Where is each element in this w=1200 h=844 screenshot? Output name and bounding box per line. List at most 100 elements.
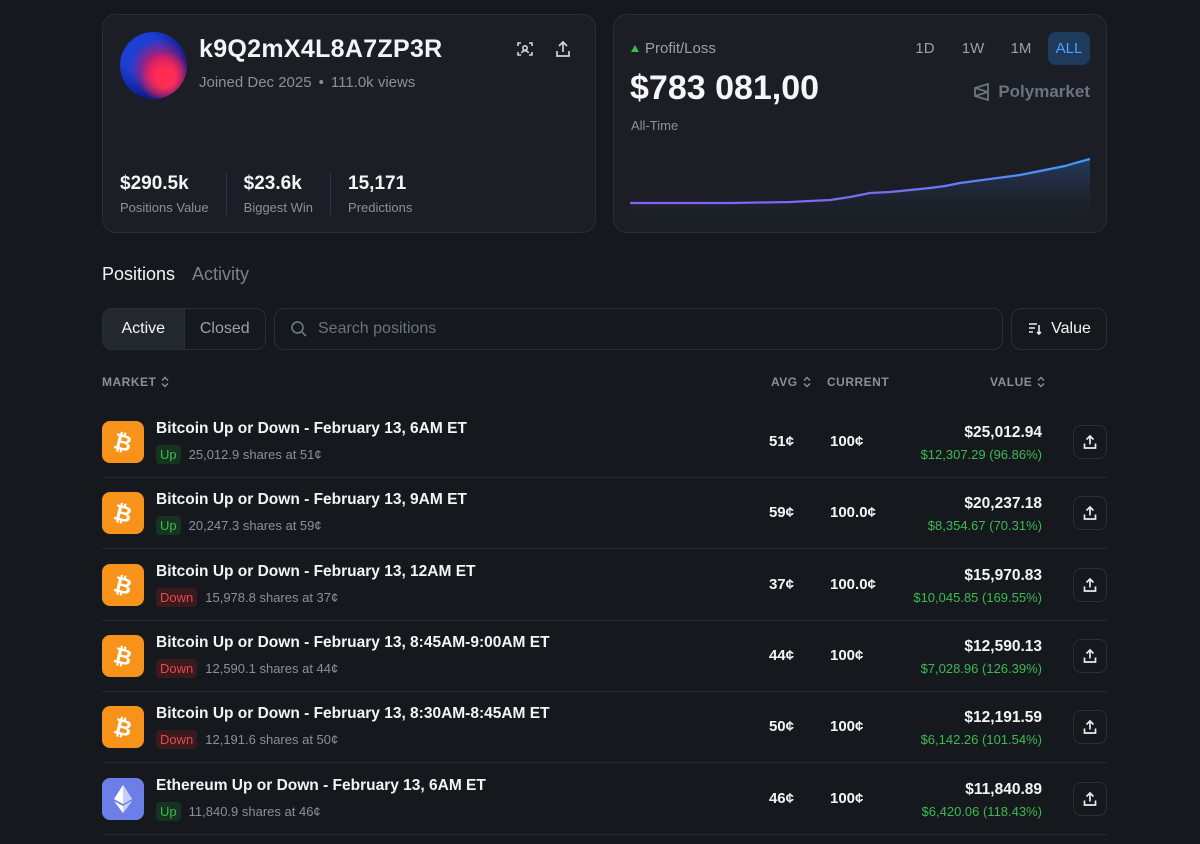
pnl-card: Profit/Loss $783 081,00 All-Time 1D 1W 1… (613, 14, 1107, 233)
share-position-button[interactable] (1073, 567, 1107, 602)
sort-arrows-icon (1037, 376, 1045, 388)
polymarket-brand: Polymarket (972, 82, 1090, 102)
svg-text:₿: ₿ (111, 643, 134, 669)
market-title[interactable]: Bitcoin Up or Down - February 13, 8:45AM… (156, 633, 550, 651)
position-value: $20,237.18 (964, 495, 1042, 513)
stat-value: $290.5k (120, 173, 189, 194)
outcome-badge: Down (156, 730, 198, 750)
bitcoin-icon: ₿ (111, 572, 134, 598)
share-position-button[interactable] (1073, 425, 1107, 459)
status-toggle: Active Closed (102, 308, 266, 350)
tab-positions[interactable]: Positions (102, 264, 176, 284)
position-pnl: $10,045.85 (169.55%) (913, 589, 1042, 605)
column-avg[interactable]: AVG (771, 375, 812, 389)
current-price: 100¢ (830, 433, 864, 450)
range-selector: 1D 1W 1M ALL (904, 32, 1090, 65)
position-pnl: $6,142.26 (101.54%) (920, 732, 1042, 748)
sort-label: Value (1051, 320, 1091, 337)
current-price: 100¢ (830, 646, 864, 664)
tab-activity[interactable]: Activity (192, 264, 250, 284)
bitcoin-icon: ₿ (111, 429, 134, 455)
scan-icon[interactable] (512, 36, 538, 62)
share-position-button[interactable] (1073, 496, 1107, 531)
share-position-button[interactable] (1073, 638, 1107, 673)
range-1w[interactable]: 1W (961, 40, 985, 57)
stat-value: 15,171 (348, 173, 407, 194)
view-count: 111.0k views (330, 74, 416, 91)
polymarket-logo-icon (974, 82, 990, 102)
outcome-badge: Up (156, 445, 181, 464)
bitcoin-icon: ₿ (111, 714, 134, 740)
share-position-button[interactable] (1073, 781, 1107, 816)
meta-separator: • (318, 74, 324, 91)
position-row[interactable]: ₿ Bitcoin Up or Down - February 13, 8:30… (102, 692, 1107, 764)
brand-name: Polymarket (998, 82, 1090, 101)
profile-meta: Joined Dec 2025 • 111.0k views (199, 74, 415, 91)
share-icon[interactable] (550, 36, 576, 62)
profile-card: k9Q2mX4L8A7ZP3R Joined Dec 2025 • 111.0k v… (102, 14, 596, 233)
search-input[interactable] (318, 320, 968, 338)
market-title[interactable]: Bitcoin Up or Down - February 13, 8:30AM… (156, 705, 550, 723)
position-row[interactable]: ₿ Bitcoin Up or Down - February 13, 9AM … (102, 478, 1107, 550)
up-triangle-icon (631, 45, 639, 52)
market-title[interactable]: Ethereum Up or Down - February 13, 6AM E… (156, 776, 486, 794)
shares-text: 11,840.9 shares at 46¢ (188, 803, 321, 819)
position-value: $11,840.89 (965, 780, 1042, 798)
bitcoin-icon: ₿ (102, 706, 144, 749)
bitcoin-icon: ₿ (111, 500, 134, 526)
range-all[interactable]: ALL (1048, 32, 1090, 65)
stat-label: Positions Value (120, 200, 209, 215)
sparkline-area (630, 159, 1090, 227)
position-meta: Down 15,978.8 shares at 37¢ (156, 587, 339, 607)
shares-text: 12,590.1 shares at 44¢ (205, 660, 339, 676)
current-price: 100.0¢ (830, 575, 876, 593)
range-1d[interactable]: 1D (915, 40, 935, 57)
share-position-button[interactable] (1073, 710, 1107, 745)
market-title[interactable]: Bitcoin Up or Down - February 13, 12AM E… (156, 562, 476, 580)
bitcoin-icon: ₿ (102, 563, 144, 606)
position-meta: Down 12,191.6 shares at 50¢ (156, 730, 339, 750)
position-meta: Down 12,590.1 shares at 44¢ (156, 658, 339, 678)
position-row[interactable]: Ethereum Up or Down - February 13, 6AM E… (102, 764, 1107, 835)
outcome-badge: Down (156, 658, 198, 678)
bitcoin-icon: ₿ (111, 643, 134, 669)
shares-text: 12,191.6 shares at 50¢ (205, 732, 339, 748)
market-title[interactable]: Bitcoin Up or Down - February 13, 9AM ET (156, 491, 467, 509)
shares-text: 25,012.9 shares at 51¢ (188, 447, 322, 462)
position-value: $12,590.13 (964, 637, 1042, 655)
svg-text:₿: ₿ (111, 429, 134, 455)
closed-filter-button[interactable]: Closed (199, 320, 250, 337)
avg-price: 44¢ (768, 646, 794, 664)
current-price: 100¢ (830, 718, 864, 736)
avg-price: 50¢ (768, 718, 794, 736)
position-row[interactable]: ₿ Bitcoin Up or Down - February 13, 8:45… (102, 621, 1107, 692)
share-icon (1083, 719, 1097, 735)
range-1m[interactable]: 1M (1010, 40, 1032, 57)
sort-button[interactable]: Value (1011, 308, 1107, 350)
bitcoin-icon: ₿ (102, 421, 144, 463)
column-value[interactable]: VALUE (990, 375, 1046, 389)
search-icon (291, 321, 307, 337)
ethereum-icon (114, 784, 132, 813)
pnl-value: $783 081,00 (630, 69, 820, 107)
active-filter-button[interactable]: Active (103, 309, 185, 349)
position-pnl: $12,307.29 (96.86%) (920, 447, 1042, 462)
current-price: 100.0¢ (830, 504, 876, 522)
market-title[interactable]: Bitcoin Up or Down - February 13, 6AM ET (156, 420, 467, 437)
stat-positions-value: $290.5k Positions Value (120, 173, 227, 215)
position-row[interactable]: ₿ Bitcoin Up or Down - February 13, 12AM… (102, 550, 1107, 621)
pnl-label-text: Profit/Loss (645, 40, 716, 57)
column-current-label: CURRENT (827, 375, 890, 389)
pnl-label: Profit/Loss (631, 40, 716, 57)
column-current: CURRENT (827, 375, 889, 389)
column-avg-label: AVG (771, 375, 798, 389)
column-market[interactable]: MARKET (102, 375, 170, 389)
position-value: $12,191.59 (964, 709, 1042, 727)
position-value: $15,970.83 (964, 566, 1042, 584)
position-row[interactable]: ₿ Bitcoin Up or Down - February 13, 6AM … (102, 407, 1107, 478)
shares-text: 15,978.8 shares at 37¢ (205, 589, 339, 605)
outcome-badge: Down (156, 587, 198, 607)
sort-arrows-icon (803, 376, 811, 388)
outcome-badge: Up (156, 516, 181, 536)
column-value-label: VALUE (990, 375, 1033, 389)
